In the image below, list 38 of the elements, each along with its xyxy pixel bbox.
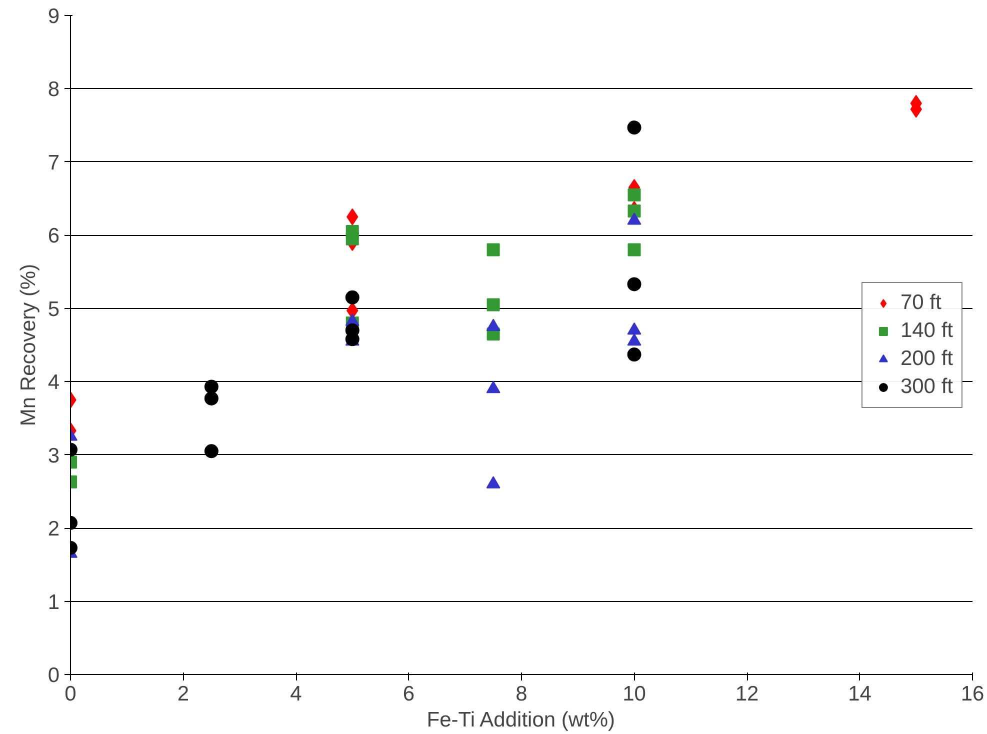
x-tick-label: 16 [960,682,984,706]
x-tick-label: 2 [177,682,190,706]
point [486,243,500,256]
legend-label: 70 ft [900,290,942,314]
x-tick-label: 6 [402,682,415,706]
point [345,290,360,304]
point [204,391,218,406]
point [627,277,642,292]
y-tick-label: 8 [48,78,60,102]
point [628,204,641,218]
y-tick-label: 4 [48,371,60,394]
point [346,232,359,246]
point [627,348,642,362]
y-tick-label: 6 [48,224,60,248]
y-tick-label: 1 [48,590,60,614]
y-tick-label: 9 [48,5,60,28]
legend-label: 200 ft [900,346,953,370]
point [627,120,642,135]
legend-label: 140 ft [900,318,953,342]
y-tick-label: 2 [48,518,60,541]
y-tick-label: 5 [48,298,60,321]
point [204,444,218,458]
y-tick-label: 7 [48,151,60,174]
x-axis-title: Fe-Ti Addition (wt%) [426,708,616,732]
y-tick-label: 0 [48,664,60,687]
legend-label: 300 ft [900,374,953,398]
x-tick-label: 8 [516,682,528,706]
point [204,380,218,394]
point [486,298,500,312]
x-tick-label: 14 [848,682,872,706]
x-tick-label: 10 [622,682,646,706]
point [628,243,641,256]
x-tick-label: 0 [64,682,76,706]
y-axis-title: Mn Recovery (%) [16,264,40,426]
x-tick-label: 12 [735,682,759,706]
y-tick-label: 3 [48,444,60,468]
point [628,188,641,202]
x-tick-label: 4 [290,682,302,706]
